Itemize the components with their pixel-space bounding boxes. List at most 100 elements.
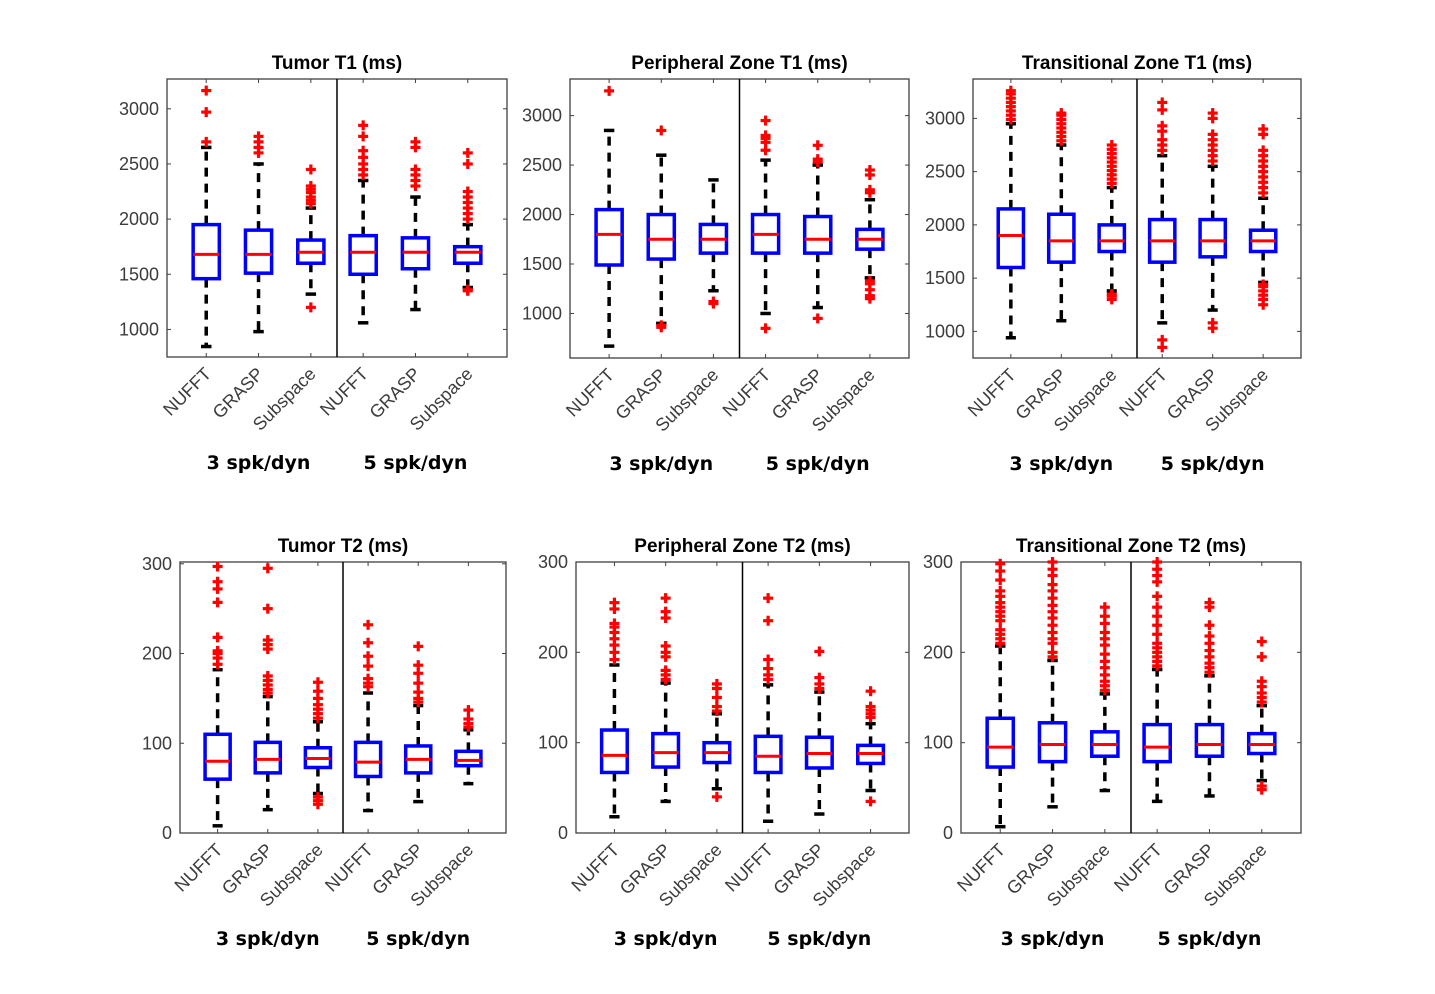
box-subspace-5spk (1248, 79, 1278, 358)
group-label: 5 spk/dyn (364, 452, 468, 474)
outlier-marker (763, 615, 774, 626)
outlier-marker (995, 624, 1006, 635)
box-nufft-3spk (599, 562, 629, 833)
group-label: 5 spk/dyn (1161, 453, 1265, 475)
iqr-box (1194, 722, 1225, 758)
box-grasp-5spk (804, 562, 834, 833)
outlier-marker (363, 661, 374, 672)
panel-3: Transitional Zone T1 (ms) 1000 1500 2000 250… (925, 53, 1302, 475)
outlier-marker (462, 186, 473, 197)
outlier-marker (410, 136, 421, 147)
box-grasp-3spk (243, 79, 274, 357)
box-nufft-5spk (1142, 557, 1172, 833)
outlier-marker (1256, 676, 1267, 687)
outlier-marker (262, 635, 273, 646)
box-grasp-3spk (651, 562, 681, 833)
box-grasp-5spk (403, 562, 433, 833)
box-nufft-5spk (753, 562, 783, 833)
outlier-marker (1152, 611, 1163, 622)
iqr-box (996, 207, 1026, 270)
outlier-marker (1152, 620, 1163, 631)
outlier-marker (760, 130, 771, 141)
outlier-marker (463, 714, 474, 725)
outlier-marker (760, 323, 771, 334)
y-tick-label: 1500 (522, 254, 562, 274)
box-grasp-5spk (1194, 562, 1225, 833)
y-tick-label: 2500 (522, 155, 562, 175)
outlier-marker (1157, 97, 1168, 108)
outlier-marker (358, 120, 369, 131)
iqr-box (243, 228, 274, 275)
box-nufft-5spk (1147, 79, 1177, 358)
outlier-marker (1258, 279, 1269, 290)
outlier-marker (814, 672, 825, 683)
y-tick-label: 2500 (119, 154, 159, 174)
y-tick-label: 300 (538, 552, 568, 572)
x-tick-label: NUFFT (316, 364, 372, 420)
outlier-marker (864, 275, 875, 286)
outlier-marker (363, 637, 374, 648)
outlier-marker (711, 678, 722, 689)
outlier-marker (1204, 631, 1215, 642)
outlier-marker (995, 575, 1006, 586)
outlier-marker (1157, 334, 1168, 345)
outlier-marker (1207, 108, 1218, 119)
outlier-marker (660, 641, 671, 652)
outlier-marker (1099, 649, 1110, 660)
box-subspace-5spk (856, 562, 886, 833)
panel-title: Tumor T2 (ms) (278, 536, 409, 557)
outlier-marker (711, 791, 722, 802)
outlier-marker (363, 619, 374, 630)
outlier-marker (1099, 602, 1110, 613)
x-tick-label: NUFFT (171, 840, 227, 896)
outlier-marker (865, 686, 876, 697)
y-tick-label: 2500 (925, 162, 965, 182)
outlier-marker (864, 165, 875, 176)
outlier-marker (660, 606, 671, 617)
panel-title: Transitional Zone T1 (ms) (1022, 53, 1252, 74)
outlier-marker (1047, 647, 1058, 658)
outlier-marker (262, 670, 273, 681)
y-tick-label: 1000 (925, 321, 965, 341)
outlier-marker (413, 687, 424, 698)
iqr-box (753, 734, 783, 775)
y-tick-label: 3000 (925, 108, 965, 128)
outlier-marker (212, 561, 223, 572)
outlier-marker (312, 792, 323, 803)
panel-title: Transitional Zone T2 (ms) (1016, 536, 1246, 557)
outlier-marker (995, 585, 1006, 596)
outlier-marker (711, 692, 722, 703)
y-tick-label: 100 (142, 733, 172, 753)
iqr-box (203, 732, 232, 781)
outlier-marker (1056, 108, 1067, 119)
outlier-marker (1106, 140, 1117, 151)
outlier-marker (814, 646, 825, 657)
box-subspace-3spk (702, 562, 732, 833)
outlier-marker (995, 558, 1006, 569)
outlier-marker (462, 158, 473, 169)
iqr-box (253, 740, 283, 775)
outlier-marker (1157, 120, 1168, 131)
outlier-marker (305, 164, 316, 175)
box-nufft-5spk (750, 79, 781, 358)
y-tick-label: 0 (162, 823, 172, 843)
box-subspace-3spk (296, 79, 326, 357)
box-subspace-3spk (1097, 79, 1127, 358)
group-label: 3 spk/dyn (1009, 453, 1113, 475)
group-label: 5 spk/dyn (767, 928, 871, 950)
y-tick-label: 1500 (925, 268, 965, 288)
panel-1: Tumor T1 (ms)10001500200025003000NUFFTGR… (119, 53, 508, 474)
group-label: 3 spk/dyn (609, 453, 713, 475)
outlier-marker (708, 296, 719, 307)
iqr-box (594, 207, 624, 267)
x-tick-label: NUFFT (1110, 840, 1166, 896)
outlier-marker (358, 145, 369, 156)
box-grasp-5spk (802, 79, 833, 358)
outlier-marker (212, 576, 223, 587)
y-tick-label: 100 (538, 733, 568, 753)
box-subspace-5spk (1246, 562, 1277, 833)
outlier-marker (253, 131, 264, 142)
iqr-box (599, 728, 629, 775)
outlier-marker (463, 705, 474, 716)
y-tick-label: 100 (923, 733, 953, 753)
